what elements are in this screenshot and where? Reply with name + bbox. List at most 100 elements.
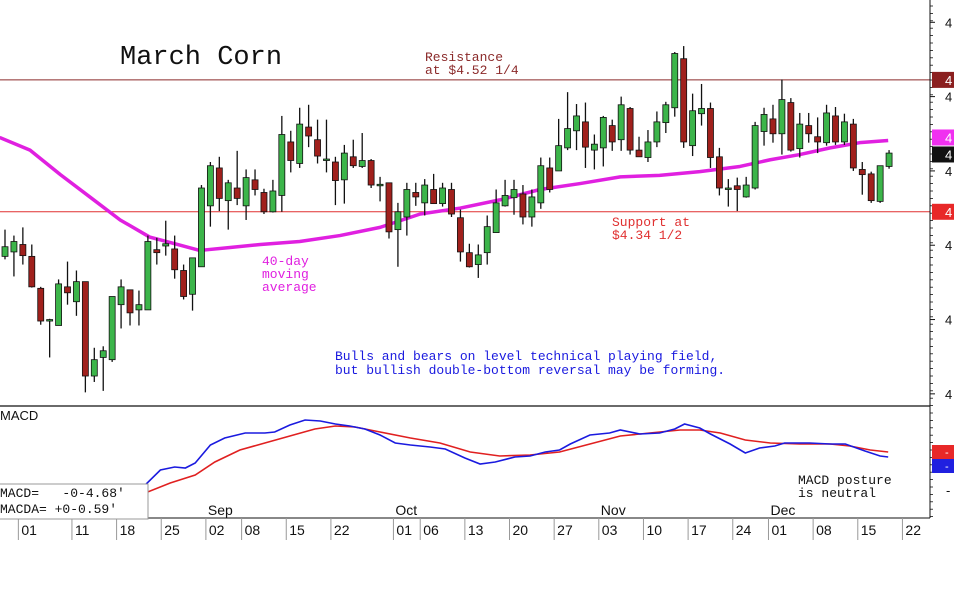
price-badge: [932, 129, 954, 146]
candle-body-up: [841, 121, 848, 143]
candle: [233, 150, 241, 206]
candle-body-up: [394, 211, 402, 231]
candle: [108, 296, 116, 362]
candle-body-down: [787, 102, 795, 151]
candle-body-down: [260, 192, 268, 213]
candle-body-up: [135, 304, 143, 311]
candle-body-up: [73, 281, 80, 303]
candle-body-up: [108, 296, 116, 361]
candle-body-up: [46, 319, 54, 322]
x-axis-label: 22: [334, 522, 350, 538]
candle-body-up: [823, 112, 830, 144]
candle-body-up: [224, 182, 232, 202]
candle: [117, 279, 125, 329]
candle-body-down: [457, 217, 464, 253]
x-axis-label: 27: [557, 522, 573, 538]
candle: [206, 162, 214, 227]
price-badge-label: 4: [945, 147, 952, 162]
candle: [73, 270, 80, 316]
candle: [671, 52, 679, 117]
candle: [367, 159, 375, 189]
comment-line1: Bulls and bears on level technical playi…: [335, 349, 717, 364]
candle: [10, 235, 18, 277]
candle-body-up: [474, 254, 482, 265]
price-badge-label: 4: [945, 205, 952, 220]
candle-body-down: [582, 121, 589, 148]
x-axis-label: 02: [209, 522, 225, 538]
macd-badge-label: -: [945, 447, 949, 459]
candle-body-up: [698, 108, 705, 115]
candle: [644, 130, 652, 162]
candle-body-down: [430, 189, 438, 205]
candle-body-down: [519, 193, 527, 218]
candle-body-up: [644, 141, 652, 158]
candle: [760, 107, 768, 146]
candle: [805, 112, 813, 143]
x-axis-label: 22: [905, 522, 921, 538]
candle-body-down: [805, 125, 813, 135]
candle-body-down: [367, 160, 375, 186]
candle-body-up: [653, 121, 661, 143]
candle-body-down: [680, 58, 688, 143]
candle: [46, 318, 54, 358]
candle: [394, 202, 402, 267]
candle: [492, 189, 500, 233]
candle: [90, 347, 98, 382]
candle: [37, 286, 45, 325]
candle-body-up: [599, 117, 607, 149]
candle: [483, 215, 491, 265]
candle: [626, 107, 634, 155]
candle: [448, 182, 455, 217]
candle: [841, 113, 848, 145]
candle: [528, 189, 536, 227]
macd-legend-macda: MACDA= +0-0.59': [0, 502, 117, 517]
y-axis-label: 4: [945, 90, 952, 105]
candle: [608, 119, 616, 151]
x-axis-label: 15: [289, 522, 305, 538]
x-axis-label: 18: [120, 522, 136, 538]
candle: [340, 144, 348, 204]
candle: [555, 118, 563, 172]
candle: [778, 79, 786, 155]
x-axis-label: 01: [21, 522, 37, 538]
candle-body-down: [171, 248, 179, 271]
price-badge: [932, 146, 954, 163]
candle-body-up: [528, 196, 536, 218]
candle: [287, 130, 295, 173]
x-axis-label: 13: [468, 522, 484, 538]
candle: [617, 96, 625, 151]
candle: [769, 104, 777, 143]
price-badge-label: 4: [945, 73, 952, 88]
candle: [858, 162, 866, 195]
candle: [876, 165, 884, 203]
candle: [698, 83, 705, 126]
candle-body-down: [385, 182, 393, 233]
candle: [510, 179, 518, 215]
candle: [242, 169, 250, 220]
candle: [296, 107, 304, 168]
candle-body-up: [198, 187, 205, 268]
candle-body-up: [617, 104, 625, 141]
candle-body-down: [465, 252, 473, 268]
candle: [457, 209, 464, 262]
candle: [546, 157, 554, 193]
x-axis-label: 06: [423, 522, 439, 538]
macd-line: [0, 419, 889, 487]
candle: [867, 171, 875, 203]
y-axis-label: 4: [945, 313, 952, 328]
candle: [582, 102, 589, 168]
x-axis-label: 08: [245, 522, 261, 538]
candle: [144, 235, 152, 311]
candle-body-up: [885, 152, 893, 167]
macd-comment-line2: is neutral: [798, 486, 876, 501]
candle-body-down: [81, 281, 89, 377]
candle-body-down: [64, 286, 71, 294]
candle-body-down: [349, 156, 357, 167]
candle-body-down: [716, 156, 723, 189]
candle-body-up: [724, 187, 732, 190]
candle: [198, 185, 205, 268]
candle-body-up: [492, 202, 500, 233]
candle-body-up: [421, 184, 429, 204]
candle: [180, 264, 188, 300]
price-badge: [932, 203, 954, 220]
